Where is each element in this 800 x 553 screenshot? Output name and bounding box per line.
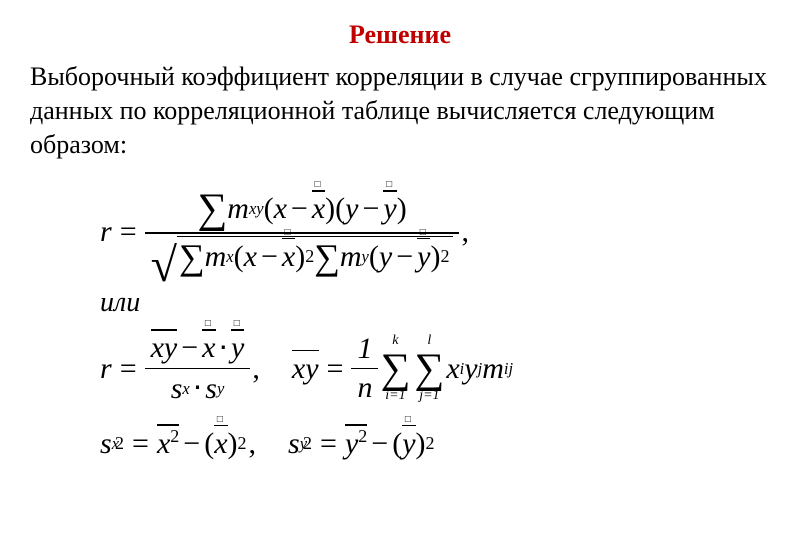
y-bar: □y bbox=[402, 427, 415, 461]
y-bar: □y bbox=[383, 192, 396, 226]
formula-1: r = ∑ mxy ( x − □x ) ( y − □y ) √ bbox=[100, 186, 770, 277]
fraction-1n: 1 n bbox=[351, 330, 378, 408]
var-s: s bbox=[100, 427, 112, 461]
sigma-j: l ∑ j=1 bbox=[414, 335, 444, 402]
or-label: или bbox=[100, 287, 770, 319]
sigma-icon: ∑ bbox=[179, 239, 205, 275]
var-m: m bbox=[340, 240, 362, 274]
var-x: x bbox=[274, 192, 287, 226]
xy-bar: xy bbox=[151, 331, 178, 365]
description-text: Выборочный коэффициент корреляции в случ… bbox=[30, 60, 770, 161]
sub-x: x bbox=[226, 247, 233, 267]
var-s: s bbox=[288, 427, 300, 461]
sigma-icon: ∑ bbox=[314, 239, 340, 275]
sub-y: y bbox=[362, 247, 369, 267]
var-m: m bbox=[205, 240, 227, 274]
numerator: ∑ mxy ( x − □x ) ( y − □y ) bbox=[191, 186, 412, 232]
var-r: r bbox=[100, 352, 112, 386]
lparen: ( bbox=[335, 192, 345, 226]
sigma-icon: ∑ bbox=[197, 188, 227, 230]
lparen: ( bbox=[264, 192, 274, 226]
var-s: s bbox=[205, 372, 217, 406]
formula-3: sx2 = x2 − ( □x )2 , sy2 = y2 − ( □y )2 bbox=[100, 426, 770, 461]
var-y: y bbox=[345, 192, 358, 226]
x-bar: □x bbox=[202, 331, 215, 365]
x-bar: □x bbox=[312, 192, 325, 226]
fraction-1: ∑ mxy ( x − □x ) ( y − □y ) √ ∑ mx bbox=[145, 186, 460, 277]
formula-2: r = xy − □x ⋅ □y sx ⋅ sy , xy = 1 n bbox=[100, 329, 770, 409]
x2-bar: x2 bbox=[157, 426, 179, 461]
y-bar: □y bbox=[417, 240, 430, 274]
denominator: √ ∑ mx ( x − □x )2 ∑ my ( y − □y bbox=[145, 234, 460, 277]
page-title: Решение bbox=[30, 20, 770, 50]
rparen: ) bbox=[325, 192, 335, 226]
sqrt-icon: √ ∑ mx ( x − □x )2 ∑ my ( y − □y bbox=[151, 236, 454, 275]
sub-xy: xy bbox=[249, 199, 264, 219]
minus-sign: − bbox=[291, 192, 308, 226]
rparen: ) bbox=[397, 192, 407, 226]
var-r: r bbox=[100, 215, 112, 249]
math-content: r = ∑ mxy ( x − □x ) ( y − □y ) √ bbox=[30, 186, 770, 461]
y2-bar: y2 bbox=[345, 426, 367, 461]
eq-sign: = bbox=[120, 215, 137, 249]
x-bar: □x bbox=[214, 427, 227, 461]
comma: , bbox=[461, 215, 469, 249]
x-bar: □x bbox=[282, 240, 295, 274]
xy-bar: xy bbox=[292, 352, 319, 386]
var-m: m bbox=[227, 192, 249, 226]
y-bar: □y bbox=[231, 331, 244, 365]
sigma-i: k ∑ i=1 bbox=[380, 335, 410, 402]
fraction-2: xy − □x ⋅ □y sx ⋅ sy bbox=[145, 329, 251, 409]
var-s: s bbox=[171, 372, 183, 406]
minus-sign: − bbox=[363, 192, 380, 226]
